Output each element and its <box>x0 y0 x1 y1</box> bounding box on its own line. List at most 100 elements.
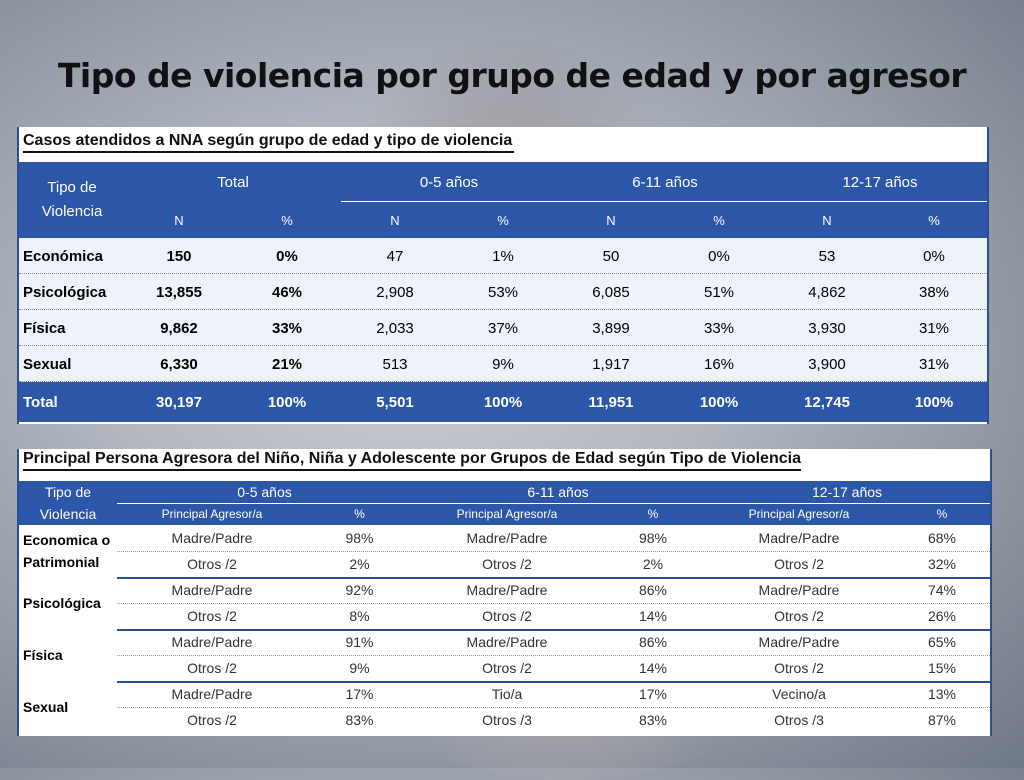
aggressor-cell: Otros /3 <box>482 712 532 728</box>
aggressor-cell: Otros /2 <box>187 712 237 728</box>
header-divider <box>117 503 990 504</box>
sub-n-12-17: N <box>773 202 881 238</box>
aggressor-cell: 65% <box>927 634 957 650</box>
row-value: 1% <box>492 247 514 265</box>
row-value: 37% <box>487 319 519 337</box>
aggressor-cell: 86% <box>638 634 668 650</box>
line-divider <box>117 707 990 708</box>
row-value: 33% <box>703 319 735 337</box>
aggressor-cell: Tio/a <box>491 686 523 702</box>
aggressor-cell: 15% <box>927 660 957 676</box>
row-value: 4,862 <box>808 283 846 301</box>
sub-agresor-6-11: Principal Agresor/a <box>456 507 558 521</box>
row-label: Física <box>23 319 66 337</box>
aggressor-cell: Vecino/a <box>772 686 826 702</box>
aggressor-cell: 83% <box>345 712 374 728</box>
total-value: 11,951 <box>588 393 634 411</box>
total-value: 12,745 <box>804 393 850 411</box>
row-value: 2,908 <box>376 283 414 301</box>
total-row <box>19 382 987 422</box>
aggressor-table-caption: Principal Persona Agresora del Niño, Niñ… <box>23 449 801 471</box>
aggressor-cell: 2% <box>349 556 370 572</box>
aggressor-cell: Madre/Padre <box>466 582 548 598</box>
row-value: 0% <box>708 247 730 265</box>
aggressor-cell: Otros /2 <box>774 608 824 624</box>
row-value: 21% <box>271 355 303 373</box>
row-value: 53 <box>818 247 836 265</box>
row-divider <box>19 273 987 274</box>
row-value: 9,862 <box>160 319 198 337</box>
cases-table-caption: Casos atendidos a NNA según grupo de eda… <box>23 131 515 153</box>
header-total: Total <box>125 162 341 202</box>
aggressor-cell: Madre/Padre <box>171 582 253 598</box>
aggressor-cell: 32% <box>927 556 957 572</box>
row-value: 3,899 <box>592 319 630 337</box>
row-value: 51% <box>703 283 735 301</box>
table-row <box>19 238 987 274</box>
row-divider <box>19 381 987 382</box>
aggressor-cell: Otros /2 <box>187 608 237 624</box>
row-label: Sexual <box>23 699 69 715</box>
sub-pct-total: % <box>233 202 341 238</box>
header-divider <box>341 201 987 202</box>
total-value: 100% <box>483 393 523 411</box>
row-value: 53% <box>487 283 519 301</box>
aggressor-cell: 17% <box>638 686 668 702</box>
aggressor-cell: 9% <box>349 660 370 676</box>
line-divider <box>117 551 990 552</box>
row-label: Psicológica <box>23 283 107 301</box>
aggressor-cell: 91% <box>345 634 374 650</box>
aggressor-cell: Otros /3 <box>774 712 824 728</box>
header-violencia: Violencia <box>39 506 97 522</box>
aggressor-cell: 8% <box>349 608 370 624</box>
row-divider <box>19 309 987 310</box>
sub-n-0-5: N <box>341 202 449 238</box>
aggressor-cell: 98% <box>638 530 668 546</box>
row-value: 46% <box>271 283 303 301</box>
aggressor-cell: 86% <box>638 582 668 598</box>
header-0-5: 0-5 años <box>341 162 557 202</box>
total-value: 5,501 <box>376 393 414 411</box>
group-divider <box>117 629 990 631</box>
row-label: Económica <box>23 247 104 265</box>
row-value: 13,855 <box>156 283 202 301</box>
row-value: 47 <box>386 247 404 265</box>
row-value: 50 <box>602 247 620 265</box>
row-value: 0% <box>923 247 945 265</box>
sub-agresor-12-17: Principal Agresor/a <box>748 507 850 521</box>
aggressor-cell: Otros /2 <box>482 608 532 624</box>
sub-n-total: N <box>125 202 233 238</box>
aggressor-cell: 14% <box>638 660 668 676</box>
page-title: Tipo de violencia por grupo de edad y po… <box>57 56 967 95</box>
aggressor-cell: Otros /2 <box>482 556 532 572</box>
row-value: 3,900 <box>808 355 846 373</box>
row-label: Física <box>23 647 63 663</box>
row-value: 513 <box>382 355 408 373</box>
total-label: Total <box>23 393 58 411</box>
sub-pct-6-11: % <box>647 507 659 521</box>
header-tipo: Tipo de <box>44 484 92 500</box>
row-value: 31% <box>918 355 950 373</box>
aggressor-cell: 92% <box>345 582 374 598</box>
row-value: 150 <box>166 247 192 265</box>
row-value: 6,085 <box>592 283 630 301</box>
aggressor-cell: 98% <box>345 530 374 546</box>
aggressor-cell: Madre/Padre <box>466 530 548 546</box>
aggressor-cell: 14% <box>638 608 668 624</box>
aggressor-cell: 68% <box>927 530 957 546</box>
aggressor-cell: Otros /2 <box>187 556 237 572</box>
aggressor-cell: 17% <box>345 686 374 702</box>
header-6-11: 6-11 años <box>527 484 589 500</box>
row-value: 38% <box>918 283 950 301</box>
table-row <box>19 310 987 346</box>
row-value: 2,033 <box>376 319 414 337</box>
header-0-5: 0-5 años <box>237 484 292 500</box>
aggressor-cell: Otros /2 <box>187 660 237 676</box>
total-value: 100% <box>699 393 739 411</box>
aggressor-cell: Madre/Padre <box>758 582 840 598</box>
table-row <box>19 274 987 310</box>
sub-pct-6-11: % <box>665 202 773 238</box>
aggressor-cell: Madre/Padre <box>171 686 253 702</box>
aggressor-cell: Otros /2 <box>774 556 824 572</box>
row-value: 1,917 <box>592 355 630 373</box>
